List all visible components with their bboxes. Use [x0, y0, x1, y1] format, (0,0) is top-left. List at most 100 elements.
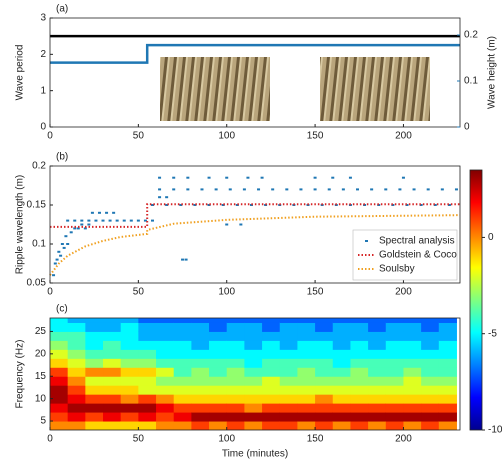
heatmap-cell: [350, 340, 369, 350]
heatmap-cell: [315, 376, 334, 386]
heatmap-cell: [138, 318, 157, 323]
heatmap-cell: [385, 385, 404, 395]
series-line: [50, 203, 460, 228]
heatmap: [50, 318, 457, 430]
heatmap-cell: [385, 394, 404, 404]
heatmap-cell: [244, 412, 263, 422]
heatmap-cell: [138, 412, 157, 422]
heatmap-cell: [279, 322, 298, 332]
heatmap-cell: [315, 421, 334, 430]
scatter-point: [405, 204, 409, 206]
scatter-point: [59, 254, 63, 257]
x-tick-label: 200: [395, 287, 412, 298]
heatmap-cell: [173, 367, 192, 377]
heatmap-cell: [385, 403, 404, 413]
heatmap-cell: [244, 322, 263, 332]
heatmap-cell: [403, 358, 422, 368]
heatmap-cell: [191, 394, 210, 404]
scatter-point: [165, 204, 169, 206]
heatmap-cell: [209, 331, 228, 341]
heatmap-cell: [173, 385, 192, 395]
heatmap-cell: [67, 340, 86, 350]
heatmap-cell: [50, 358, 69, 368]
scatter-point: [370, 188, 374, 191]
heatmap-cell: [297, 358, 316, 368]
scatter-point: [179, 204, 183, 206]
heatmap-cell: [173, 403, 192, 413]
heatmap-cell: [156, 385, 175, 395]
scatter-point: [285, 188, 289, 191]
heatmap-cell: [315, 340, 334, 350]
heatmap-cell: [209, 349, 228, 359]
heatmap-cell: [385, 367, 404, 377]
heatmap-cell: [173, 412, 192, 422]
heatmap-cell: [297, 367, 316, 377]
heatmap-cell: [350, 349, 369, 359]
y-tick-label: 1: [40, 85, 46, 96]
heatmap-cell: [297, 340, 316, 350]
heatmap-cell: [438, 322, 457, 332]
heatmap-cell: [262, 403, 281, 413]
heatmap-cell: [350, 367, 369, 377]
heatmap-cell: [226, 318, 245, 323]
scatter-point: [246, 176, 250, 179]
heatmap-cell: [67, 322, 86, 332]
heatmap-cell: [209, 322, 228, 332]
heatmap-cell: [173, 376, 192, 386]
heatmap-cell: [438, 358, 457, 368]
y-tick-label: 15: [35, 371, 47, 382]
heatmap-cell: [262, 421, 281, 430]
panel-label: (a): [56, 4, 68, 15]
heatmap-cell: [385, 421, 404, 430]
heatmap-cell: [421, 412, 440, 422]
heatmap-cell: [332, 322, 351, 332]
heatmap-cell: [385, 412, 404, 422]
heatmap-cell: [50, 412, 69, 422]
scatter-point: [221, 204, 225, 206]
scatter-point: [64, 235, 68, 238]
y2-axis-label: Wave height (m): [487, 36, 498, 109]
heatmap-cell: [421, 349, 440, 359]
scatter-point: [313, 176, 317, 179]
heatmap-cell: [438, 340, 457, 350]
heatmap-cell: [67, 349, 86, 359]
scatter-point: [356, 188, 359, 191]
heatmap-cell: [138, 385, 157, 395]
heatmap-cell: [120, 331, 139, 341]
heatmap-cell: [173, 358, 192, 368]
heatmap-cell: [138, 349, 157, 359]
heatmap-cell: [244, 385, 263, 395]
heatmap-cell: [156, 318, 175, 323]
heatmap-cell: [226, 412, 245, 422]
heatmap-cell: [67, 376, 86, 386]
heatmap-cell: [368, 318, 387, 323]
x-tick-label: 150: [307, 287, 324, 298]
scatter-point: [66, 219, 70, 222]
heatmap-cell: [156, 322, 175, 332]
heatmap-cell: [403, 403, 422, 413]
scatter-point: [398, 188, 402, 191]
heatmap-cell: [297, 349, 316, 359]
y2-tick-label: 0.1: [464, 76, 478, 87]
y-axis-label: Ripple wavelength (m): [15, 175, 26, 275]
heatmap-cell: [120, 394, 139, 404]
heatmap-cell: [368, 340, 387, 350]
y-tick-label: 10: [35, 393, 47, 404]
heatmap-cell: [315, 385, 334, 395]
legend-box: [352, 229, 458, 281]
heatmap-cell: [262, 412, 281, 422]
heatmap-cell: [209, 412, 228, 422]
heatmap-cell: [120, 358, 139, 368]
heatmap-cell: [279, 331, 298, 341]
heatmap-cell: [173, 318, 192, 323]
heatmap-cell: [103, 421, 122, 430]
heatmap-cell: [421, 340, 440, 350]
heatmap-cell: [297, 412, 316, 422]
heatmap-cell: [315, 367, 334, 377]
x-tick-label: 100: [218, 287, 235, 298]
heatmap-cell: [67, 331, 86, 341]
heatmap-cell: [120, 367, 139, 377]
heatmap-cell: [350, 358, 369, 368]
heatmap-cell: [103, 385, 122, 395]
heatmap-cell: [191, 421, 210, 430]
